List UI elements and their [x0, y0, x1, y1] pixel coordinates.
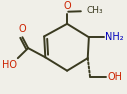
Text: HO: HO [2, 60, 17, 70]
Text: O: O [19, 24, 26, 34]
Text: O: O [63, 1, 71, 11]
Text: CH₃: CH₃ [87, 6, 103, 15]
Text: NH₂: NH₂ [105, 32, 124, 42]
Text: OH: OH [107, 72, 122, 82]
